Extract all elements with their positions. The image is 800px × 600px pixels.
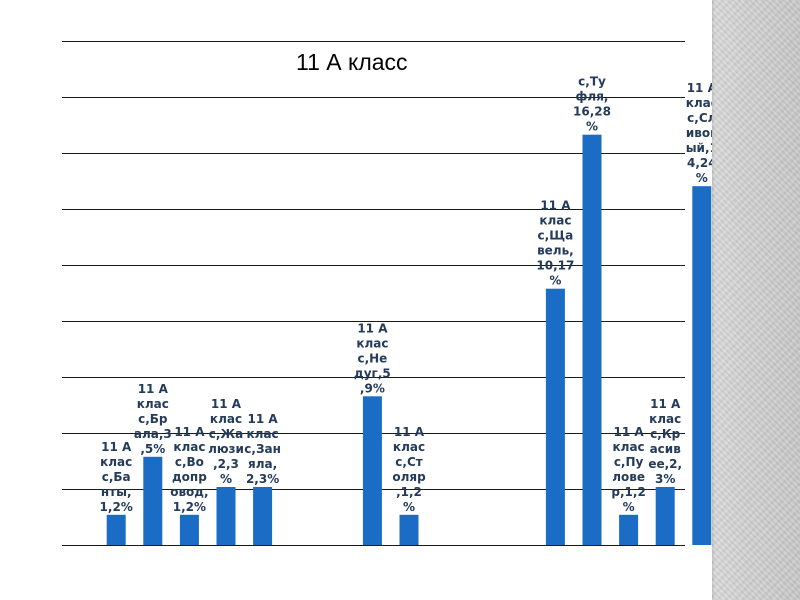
bars (106, 134, 712, 545)
bar (216, 487, 236, 545)
gridlines (62, 41, 685, 546)
bar (362, 396, 382, 545)
bar (399, 514, 419, 545)
chart-title: 11 А класс (296, 49, 408, 75)
bar (582, 134, 602, 545)
bar (143, 456, 163, 545)
bar (106, 514, 126, 545)
bar (692, 186, 712, 545)
bar (619, 514, 639, 545)
data-label: с,Ту фля, 16,28% (573, 75, 611, 134)
decorative-side-panel (712, 0, 800, 600)
bar (179, 514, 199, 545)
bar (655, 487, 675, 545)
bar (253, 487, 273, 545)
bar (545, 288, 565, 545)
